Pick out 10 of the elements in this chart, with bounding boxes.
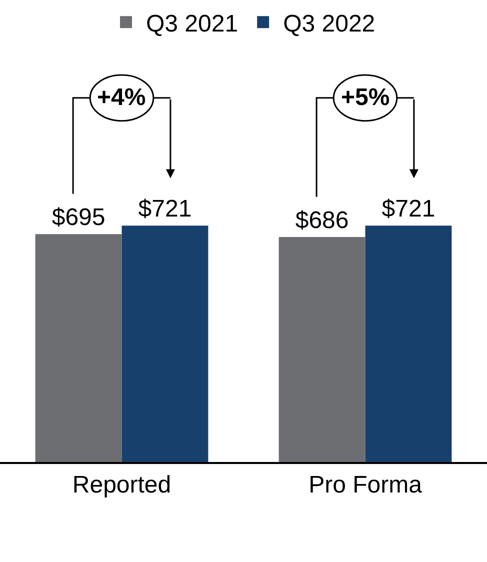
text: +4% xyxy=(97,84,146,111)
data-label: $695 xyxy=(52,204,106,232)
data-label: $686 xyxy=(295,207,349,234)
text: +5% xyxy=(341,84,390,111)
legend-label: Q3 2021 xyxy=(146,10,238,38)
x-tick-label: Reported xyxy=(72,472,172,499)
x-tick-label: Pro Forma xyxy=(308,472,423,499)
legend-label: Q3 2022 xyxy=(283,10,376,38)
data-label: $721 xyxy=(382,196,436,223)
data-label: $721 xyxy=(138,196,192,223)
